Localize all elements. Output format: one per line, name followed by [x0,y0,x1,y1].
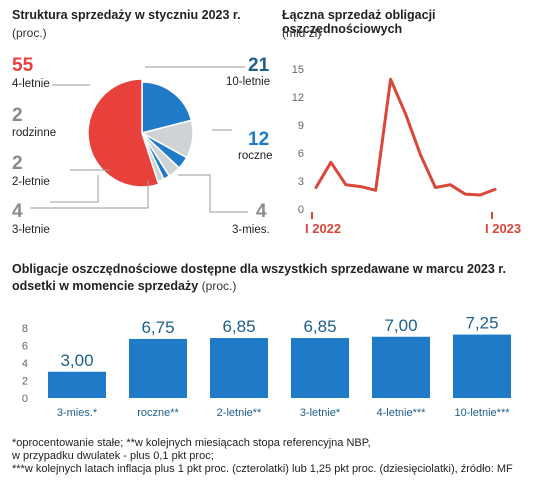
bar-category-labels: 3-mies.* roczne** 2-letnie** 3-letnie* 4-let… [57,407,510,419]
bar-5 [372,336,430,398]
y-tick-label: 6 [22,341,28,353]
bar-category-label: 3-letnie* [300,407,341,419]
y-tick-label: 12 [292,92,304,104]
bar-category-label: 2-letnie** [217,407,262,419]
y-tick-label: 2 [22,376,28,388]
line-series [314,77,497,197]
y-tick-label: 0 [298,204,304,216]
pie-slice-4-letnie [87,78,160,188]
y-tick-label: 8 [22,323,28,335]
bar-value-label: 3,00 [60,351,93,370]
pie-leader-lines [30,66,248,213]
bar-value-label: 6,85 [303,317,336,336]
pie-slices [87,78,194,188]
line-chart: 0 3 6 9 12 15 [292,64,497,219]
bar-value-labels: 3,00 6,75 6,85 6,85 7,00 7,25 [60,314,498,370]
bar-category-label: 10-letnie*** [454,407,510,419]
y-tick-label: 15 [292,64,304,76]
bar-chart-unit: (proc.) [201,279,237,293]
pie-pct-4-letnie: 55 [12,55,34,76]
y-tick-label: 6 [298,148,304,160]
bar-chart-title-line2: odsetki w momencie sprzedaży [12,279,199,293]
bar-2 [129,338,187,398]
pie-label-roczne: roczne [238,150,273,162]
pie-slice-10-letnie [141,81,193,134]
pie-pct-3-mies: 4 [256,201,267,222]
bar-4 [291,338,349,398]
leader-line-3-letnie [30,180,149,209]
line-chart-title: Łączna sprzedaż obligacji oszczędnościow… [282,8,436,36]
bar-chart-title-line1: Obligacje oszczędnościowe dostępne dla w… [12,262,506,276]
bar-value-label: 7,25 [465,314,498,333]
bar-category-label: 4-letnie*** [377,407,427,419]
footnote-line1: *oprocentowanie stałe; **w kolejnych mie… [12,437,371,449]
bar-1 [48,371,106,398]
pie-pct-2-letnie: 2 [12,153,23,174]
y-tick-label: 4 [22,358,28,370]
pie-chart-title: Struktura sprzedaży w styczniu 2023 r. [12,8,241,22]
pie-label-4-letnie: 4-letnie [12,78,50,90]
bar-series [48,334,511,398]
bar-chart: 0 2 4 6 8 3,00 6,75 6,85 6,85 7,00 7,25 3-mies.* r… [22,314,511,419]
bar-chart-title-line2-wrap: odsetki w momencie sprzedaży (proc.) [12,279,236,293]
pie-pct-roczne: 12 [248,129,270,150]
bar-category-label: 3-mies.* [57,407,98,419]
footnote-line3: ***w kolejnych latach inflacja plus 1 pk… [12,463,513,475]
bar-value-label: 6,85 [222,317,255,336]
x-tick-label-2023: I 2023 [485,221,522,236]
bar-value-label: 6,75 [141,318,174,337]
leader-line-3-mies [178,174,248,213]
bar-y-axis: 0 2 4 6 8 [22,323,28,405]
line-y-axis: 0 3 6 9 12 15 [292,64,304,216]
line-x-axis [311,212,493,219]
pie-pct-rodzinne: 2 [12,105,23,126]
footnote-line2: w przypadku dwulatek - plus 0,1 pkt proc… [12,450,214,462]
pie-pct-10-letnie: 21 [248,55,270,76]
pie-label-3-letnie: 3-letnie [12,224,50,236]
pie-label-rodzinne: rodzinne [12,127,57,139]
pie-pct-3-letnie: 4 [12,201,23,222]
pie-chart-unit: (proc.) [12,26,47,40]
y-tick-label: 0 [22,393,28,405]
line-chart-unit: (mld zl) [282,26,322,40]
bar-6 [453,334,511,398]
y-tick-label: 3 [298,176,304,188]
y-tick-label: 9 [298,120,304,132]
bar-value-label: 7,00 [384,316,417,335]
leader-line-2-letnie [50,175,99,203]
bar-category-label: roczne** [137,407,179,419]
pie-label-10-letnie: 10-letnie [226,76,271,88]
bar-3 [210,338,268,398]
pie-label-2-letnie: 2-letnie [12,176,50,188]
pie-label-3-mies: 3-mies. [232,224,270,236]
pie-chart [30,66,248,213]
x-tick-label-2022: I 2022 [305,221,342,236]
